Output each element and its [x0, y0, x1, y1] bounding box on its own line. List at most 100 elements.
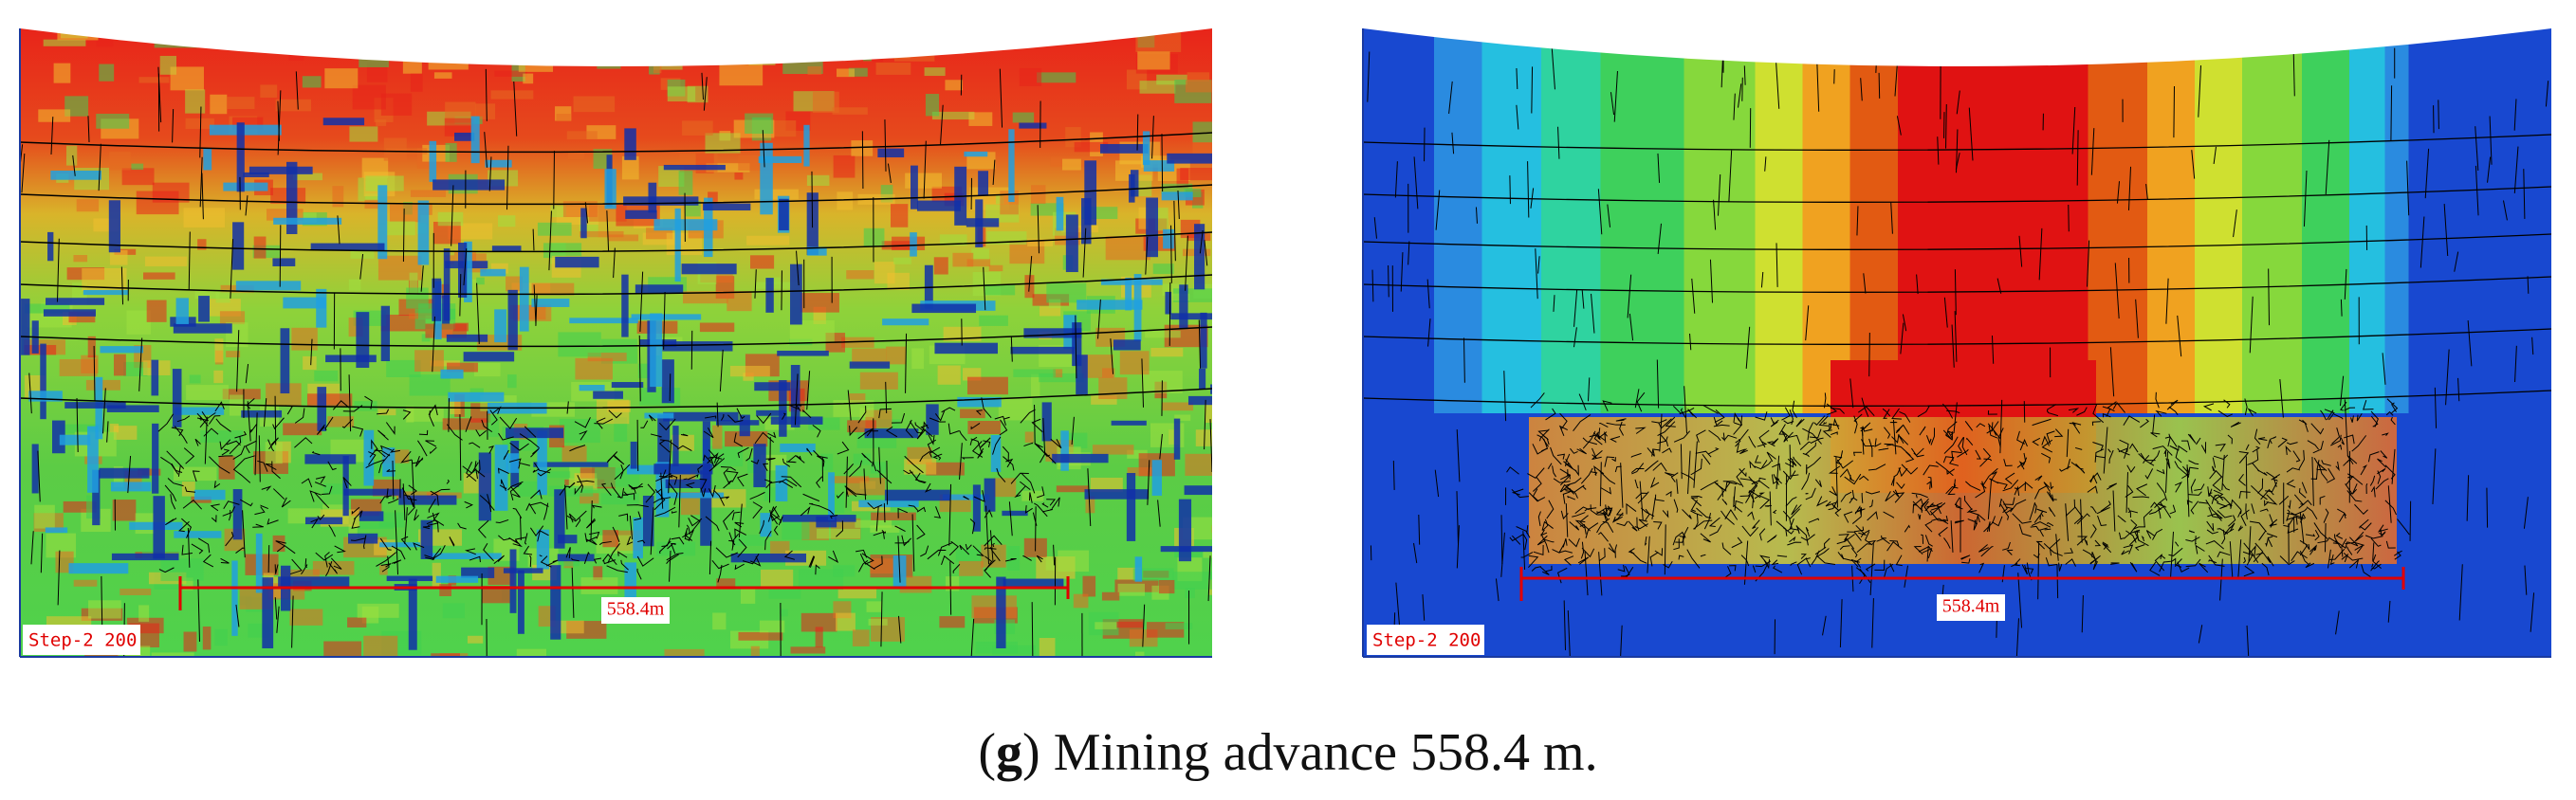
- fracture: [880, 591, 883, 647]
- fracture: [602, 559, 616, 565]
- fracture: [929, 446, 941, 458]
- crack-zone: [1143, 160, 1175, 172]
- fracture: [1782, 508, 1801, 519]
- fracture: [2295, 515, 2305, 525]
- crack-zone: [716, 420, 760, 426]
- fracture: [2015, 618, 2019, 657]
- crack-zone: [537, 430, 547, 496]
- fracture: [636, 419, 639, 472]
- fracture: [2119, 439, 2129, 453]
- fracture: [2109, 347, 2115, 397]
- fracture: [2206, 529, 2218, 535]
- texture-patch: [1127, 449, 1148, 459]
- fracture: [1789, 536, 1796, 543]
- fracture: [2252, 445, 2261, 453]
- fracture: [2278, 495, 2290, 505]
- fracture: [2071, 422, 2082, 426]
- crack-zone: [1010, 346, 1075, 355]
- fracture: [1620, 625, 1623, 657]
- crack-zone: [782, 515, 856, 522]
- fracture: [2152, 445, 2173, 456]
- crack-zone: [255, 533, 263, 593]
- fracture: [1986, 428, 1997, 436]
- fracture: [1413, 542, 1418, 564]
- fracture: [1678, 555, 1684, 560]
- crack-zone: [648, 182, 657, 213]
- fracture: [1560, 474, 1571, 481]
- crack-zone: [1076, 300, 1143, 310]
- fracture: [640, 420, 649, 428]
- fracture: [588, 531, 600, 539]
- fracture: [1736, 443, 1745, 453]
- fracture: [197, 579, 200, 642]
- texture-patch: [815, 627, 823, 648]
- texture-patch: [1102, 368, 1115, 378]
- crack-zone: [1179, 284, 1188, 330]
- fracture: [537, 468, 552, 477]
- fracture: [1781, 407, 1791, 421]
- texture-patch: [866, 601, 882, 612]
- fracture: [708, 456, 715, 472]
- fracture: [1754, 492, 1765, 500]
- crack-zone: [754, 382, 791, 391]
- texture-patch: [88, 600, 121, 619]
- fracture: [2380, 450, 2388, 459]
- fracture: [430, 446, 437, 455]
- fracture: [2265, 536, 2270, 548]
- fracture: [2046, 491, 2054, 502]
- fracture: [2319, 495, 2326, 505]
- fracture: [2102, 541, 2108, 550]
- fracture: [2152, 528, 2163, 540]
- fracture: [1843, 511, 1853, 523]
- fracture: [228, 510, 231, 521]
- fracture: [214, 401, 225, 412]
- fracture: [524, 533, 528, 545]
- texture-patch: [352, 84, 386, 110]
- fracture: [579, 429, 588, 441]
- fracture: [1802, 452, 1810, 458]
- fracture: [2372, 554, 2382, 569]
- crack-zone: [231, 560, 238, 636]
- fracture: [2024, 481, 2033, 491]
- fracture: [628, 484, 644, 489]
- fracture: [304, 558, 308, 569]
- texture-patch: [386, 359, 421, 377]
- fracture: [342, 405, 363, 412]
- texture-patch: [1164, 324, 1208, 348]
- fracture: [1771, 438, 1779, 445]
- crack-zone: [1210, 384, 1212, 394]
- fracture: [583, 551, 590, 564]
- fracture: [875, 506, 879, 532]
- fracture: [254, 412, 258, 476]
- texture-patch: [848, 393, 866, 403]
- fracture: [247, 401, 251, 442]
- fracture: [1451, 132, 1455, 155]
- texture-patch: [754, 189, 799, 200]
- fracture: [1615, 418, 1627, 422]
- bedding-line: [20, 184, 1212, 206]
- fracture: [2033, 485, 2048, 500]
- fracture: [2212, 476, 2223, 492]
- fracture: [1924, 520, 1933, 533]
- fracture: [315, 476, 326, 483]
- fracture: [170, 494, 176, 510]
- fracture: [2309, 547, 2316, 555]
- fracture: [1582, 437, 1597, 445]
- fracture: [1567, 495, 1575, 500]
- texture-patch: [146, 300, 167, 322]
- crack-zone: [558, 535, 578, 544]
- texture-patch: [109, 249, 128, 265]
- fracture: [245, 195, 248, 216]
- fracture: [1896, 482, 1905, 489]
- fracture: [1603, 511, 1609, 522]
- fracture: [1687, 409, 1698, 419]
- fracture: [2166, 399, 2179, 410]
- fracture: [348, 374, 352, 432]
- fracture: [812, 424, 821, 438]
- fracture: [2058, 562, 2063, 572]
- fracture: [352, 426, 364, 437]
- crack-zone: [21, 299, 30, 355]
- fracture: [1776, 455, 1780, 489]
- fracture: [1509, 534, 1523, 542]
- fracture: [600, 482, 612, 496]
